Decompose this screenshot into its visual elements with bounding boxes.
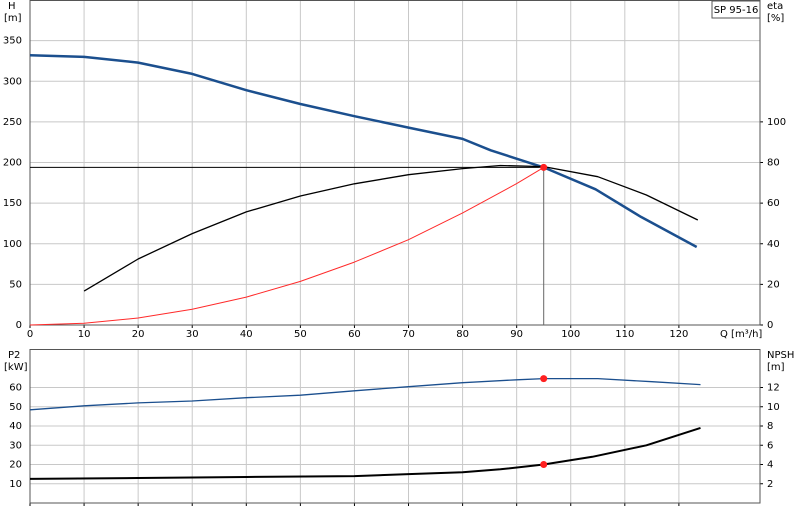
- x-tick-label: 0: [27, 329, 33, 340]
- y-tick-label: 60: [9, 383, 22, 394]
- y-tick-label: 0: [16, 320, 22, 331]
- x-tick-label: 120: [669, 329, 688, 340]
- y-axis-label: H: [8, 1, 16, 12]
- y2-tick-label: 100: [767, 117, 786, 128]
- x-tick-label: 90: [510, 329, 523, 340]
- series-line: [29, 377, 701, 411]
- y2-tick-label: 80: [767, 158, 780, 169]
- x-tick-label: 70: [402, 329, 415, 340]
- series-line: [83, 164, 699, 292]
- x-tick-label: 40: [240, 329, 253, 340]
- plot-frame: [29, 0, 761, 326]
- model-label: SP 95-16: [714, 5, 759, 16]
- duty-point: [540, 461, 548, 468]
- y-tick-label: 50: [9, 402, 22, 413]
- y2-tick-label: 10: [767, 402, 780, 413]
- y-tick-label: 30: [9, 440, 22, 451]
- y2-tick-label: 4: [767, 460, 773, 471]
- y-tick-label: 150: [3, 198, 22, 209]
- x-tick-label: 50: [294, 329, 307, 340]
- x-tick-label: 110: [615, 329, 634, 340]
- y-tick-label: 250: [3, 117, 22, 128]
- y-axis-unit: [m]: [4, 13, 22, 24]
- y-axis-unit: [kW]: [4, 362, 28, 373]
- series-line: [29, 426, 701, 480]
- y2-tick-label: 8: [767, 421, 773, 432]
- x-axis-label: Q [m³/h]: [720, 329, 762, 340]
- y2-tick-label: 0: [767, 320, 773, 331]
- plot-frame: [29, 349, 761, 504]
- y-tick-label: 100: [3, 239, 22, 250]
- y2-tick-label: 6: [767, 440, 773, 451]
- y-tick-label: 50: [9, 279, 22, 290]
- y2-tick-label: 2: [767, 479, 773, 490]
- y-tick-label: 350: [3, 36, 22, 47]
- y2-tick-label: 60: [767, 198, 780, 209]
- duty-point: [540, 163, 548, 171]
- y2-axis-unit: [m]: [767, 362, 785, 373]
- x-tick-label: 20: [132, 329, 145, 340]
- y2-tick-label: 20: [767, 279, 780, 290]
- y-tick-label: 10: [9, 479, 22, 490]
- series-line: [29, 166, 544, 326]
- duty-point: [540, 375, 548, 383]
- x-tick-label: 100: [561, 329, 580, 340]
- y2-axis-label: eta: [767, 1, 783, 12]
- y2-axis-unit: [%]: [767, 13, 784, 24]
- model-box: [711, 0, 761, 19]
- x-tick-label: 60: [348, 329, 361, 340]
- y-tick-label: 40: [9, 421, 22, 432]
- series-line: [29, 54, 698, 249]
- y2-tick-label: 12: [767, 383, 780, 394]
- y2-axis-label: NPSH: [767, 350, 794, 361]
- y2-tick-label: 40: [767, 239, 780, 250]
- y-tick-label: 300: [3, 76, 22, 87]
- y-tick-label: 20: [9, 460, 22, 471]
- y-tick-label: 200: [3, 158, 22, 169]
- x-tick-label: 30: [186, 329, 199, 340]
- x-tick-label: 10: [78, 329, 91, 340]
- x-tick-label: 80: [456, 329, 469, 340]
- y-axis-label: P2: [8, 350, 20, 361]
